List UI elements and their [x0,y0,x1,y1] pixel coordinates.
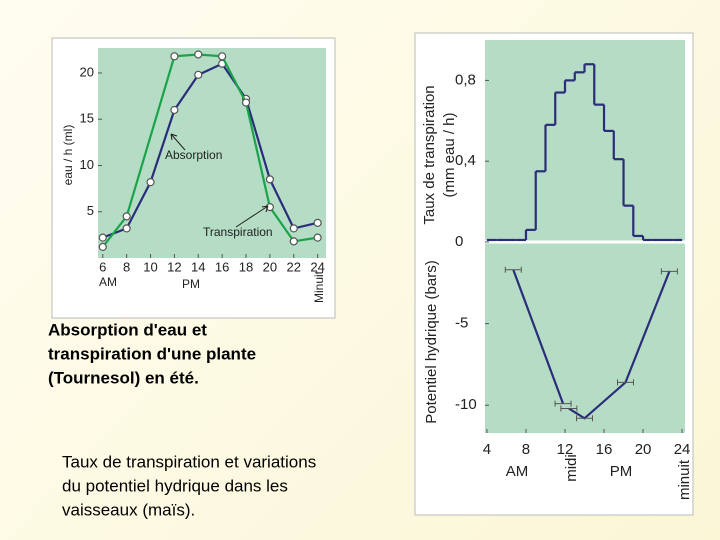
point [289,224,298,233]
point [265,175,274,184]
caption-line: vaisseaux (maïs). [62,500,195,519]
y-tick-label: 0 [455,233,463,250]
point [554,400,572,407]
x-tick-label: 16 [596,441,613,458]
right-plot [485,40,685,433]
annotation: midi [563,454,580,482]
y-tick-label: 5 [87,203,94,218]
series-line [512,269,671,420]
arrow [170,133,186,151]
captions: Absorption d'eau et transpiration d'une … [48,320,316,519]
point [146,178,155,187]
y-axis-label: (mm eau / h) [441,112,458,197]
y-tick-label: 15 [80,111,94,126]
top-right-chart: 0,8 0,4 0 [455,63,683,250]
caption-line: transpiration d'une plante [48,344,256,363]
point [289,237,298,246]
annotation: Transpiration [203,225,273,239]
annotation: PM [610,463,633,480]
point [98,242,107,251]
bottom-right-chart: -5 -10 4 8 12 16 20 24 [455,266,691,458]
point [504,266,522,273]
x-tick-label: 20 [635,441,652,458]
x-tick-label: 12 [557,441,574,458]
caption-line: du potentiel hydrique dans les [62,476,288,495]
y-axis-label: Potentiel hydrique (bars) [423,260,440,423]
point [194,50,203,59]
point [576,415,594,422]
y-tick-label: 0,8 [455,71,476,88]
point [122,224,131,233]
point [170,52,179,61]
arrow [235,205,269,228]
x-tick-label: 14 [191,259,205,274]
x-tick-label: 10 [143,259,157,274]
annotation: minuit [676,459,693,500]
point [194,70,203,79]
x-tick-label: 4 [483,441,491,458]
annotation: Absorption [165,148,222,162]
caption-line: (Tournesol) en été. [48,368,199,387]
caption-line: Taux de transpiration et variations [62,452,316,471]
x-tick-label: 24 [674,441,691,458]
y-axis-label: eau / h (ml) [61,125,75,186]
x-tick-label: 8 [123,259,130,274]
left-annotations: eau / h (ml) Absorption Transpiration AM… [61,125,326,303]
left-chart: 5 10 15 20 6 8 10 12 14 16 18 20 22 24 [80,50,325,274]
annotation: AM [99,275,117,289]
x-tick-label: 8 [522,441,530,458]
x-tick-label: 24 [310,259,324,274]
y-tick-label: 0,4 [455,152,476,169]
point [560,405,578,412]
point [122,212,131,221]
point [218,52,227,61]
y-axis-label: Taux de transpiration [421,85,438,224]
point [660,268,678,275]
x-tick-label: 16 [215,259,229,274]
point [313,233,322,242]
point [170,105,179,115]
point [313,218,322,227]
right-annotations: Taux de transpiration (mm eau / h) Poten… [421,85,693,500]
y-tick-label: -10 [455,396,477,413]
x-tick-label: 6 [99,259,106,274]
y-tick-label: 10 [80,157,94,172]
caption-line: Absorption d'eau et [48,320,207,339]
y-tick-label: 20 [80,64,94,79]
x-tick-label: 20 [263,259,277,274]
series-line [102,62,318,239]
point [98,233,107,242]
left-plot [98,48,326,258]
x-tick-label: 22 [287,259,301,274]
x-tick-label: 12 [167,259,181,274]
point [616,379,634,386]
y-tick-label: -5 [455,315,468,332]
annotation: Minuit [312,270,326,303]
x-tick-label: 18 [239,259,253,274]
annotation: PM [182,277,200,291]
point [241,98,251,107]
annotation: AM [506,463,529,480]
